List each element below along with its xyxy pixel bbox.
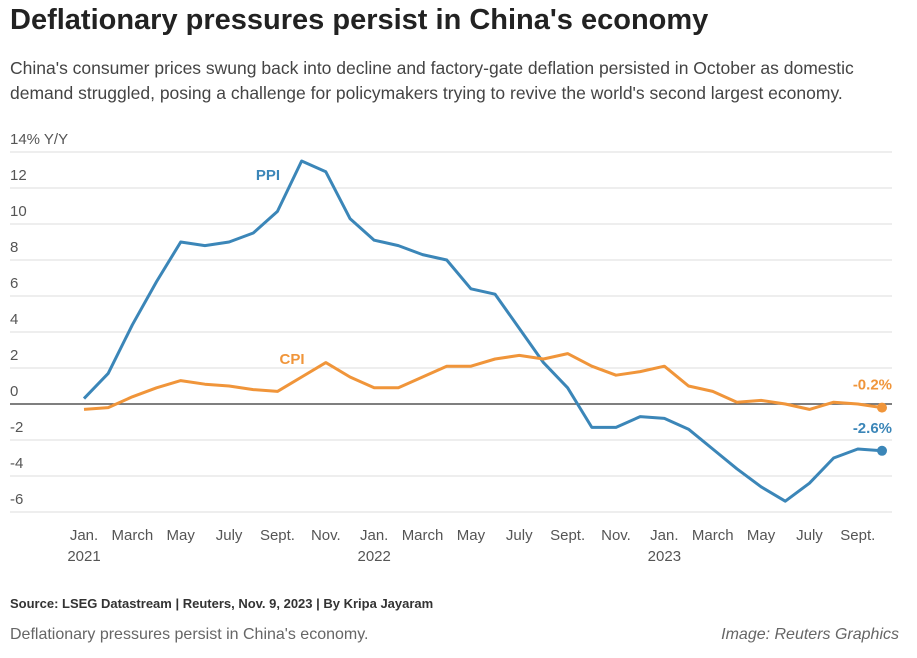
x-tick-label: May — [747, 527, 776, 544]
x-tick-label: March — [402, 527, 444, 544]
x-tick-label: Nov. — [601, 527, 631, 544]
x-tick-label-line: Jan. — [360, 527, 388, 544]
caption: Deflationary pressures persist in China'… — [10, 626, 369, 643]
x-tick-label: July — [796, 527, 823, 544]
x-tick-label-line: Sept. — [840, 527, 875, 544]
x-tick-label: Sept. — [840, 527, 875, 544]
y-tick-label: 6 — [10, 275, 18, 292]
x-tick-label-line: Sept. — [550, 527, 585, 544]
y-tick-label: 8 — [10, 239, 18, 256]
x-tick-label-line: Jan. — [70, 527, 98, 544]
x-tick-label-line: 2022 — [357, 548, 390, 565]
series-label: PPI — [256, 167, 280, 184]
chart-subtitle: China's consumer prices swung back into … — [10, 58, 854, 103]
x-tick-label-line: July — [506, 527, 533, 544]
x-tick-label-line: 2021 — [67, 548, 100, 565]
x-tick-label-line: May — [457, 527, 486, 544]
y-tick-label: 10 — [10, 203, 27, 220]
series-label: CPI — [279, 351, 304, 368]
value-label: -2.6% — [853, 420, 892, 437]
x-tick-label: March — [112, 527, 154, 544]
line-series — [82, 159, 883, 503]
y-tick-label: 4 — [10, 311, 18, 328]
y-tick-label: 14% Y/Y — [10, 131, 68, 148]
x-tick-label-line: 2023 — [648, 548, 681, 565]
credit: Image: Reuters Graphics — [721, 626, 899, 643]
source: Source: LSEG Datastream | Reuters, Nov. … — [10, 596, 434, 611]
x-tick-label-line: Sept. — [260, 527, 295, 544]
y-tick-label: -2 — [10, 419, 23, 436]
x-tick-label: Sept. — [260, 527, 295, 544]
line-series — [83, 352, 883, 411]
x-tick-label-line: May — [747, 527, 776, 544]
x-tick-label: May — [457, 527, 486, 544]
x-tick-label-line: March — [402, 527, 444, 544]
x-tick-label-line: Nov. — [601, 527, 631, 544]
y-tick-label: 2 — [10, 347, 18, 364]
end-point — [877, 445, 887, 456]
x-tick-label: Jan. 2021 — [67, 527, 100, 565]
y-tick-label: 12 — [10, 167, 27, 184]
chart-title: Deflationary pressures persist in China'… — [10, 4, 709, 36]
x-tick-label: Jan. 2022 — [357, 527, 390, 565]
x-tick-label-line: March — [112, 527, 154, 544]
x-tick-label-line: July — [216, 527, 243, 544]
value-label: -0.2% — [853, 377, 892, 394]
x-tick-label: Nov. — [311, 527, 341, 544]
x-tick-label-line: May — [167, 527, 196, 544]
x-tick-label: Sept. — [550, 527, 585, 544]
x-tick-label-line: Jan. — [650, 527, 678, 544]
x-tick-label-line: Nov. — [311, 527, 341, 544]
y-tick-label: -6 — [10, 491, 23, 508]
x-tick-label: July — [216, 527, 243, 544]
x-tick-label-line: July — [796, 527, 823, 544]
x-tick-label: July — [506, 527, 533, 544]
x-tick-label-line: March — [692, 527, 734, 544]
y-tick-label: -4 — [10, 455, 23, 472]
x-tick-label: March — [692, 527, 734, 544]
x-tick-label: Jan. 2023 — [648, 527, 681, 565]
chart: -6 -4 -2 0 2 4 6 8 10 12 14% Y/Y Jan. 2021 March May Ju… — [10, 131, 892, 565]
end-point — [877, 402, 887, 413]
x-tick-label: May — [167, 527, 196, 544]
y-tick-label: 0 — [10, 383, 18, 400]
